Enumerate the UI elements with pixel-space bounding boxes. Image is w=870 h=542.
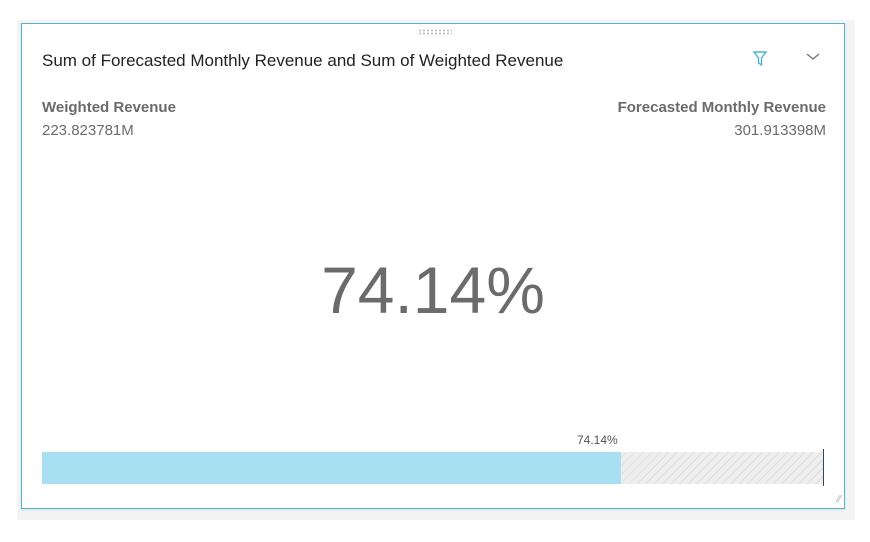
kpi-card: Sum of Forecasted Monthly Revenue and Su…	[21, 23, 845, 509]
progress-fill	[42, 452, 622, 484]
card-title: Sum of Forecasted Monthly Revenue and Su…	[42, 51, 564, 70]
drag-handle[interactable]	[418, 29, 452, 35]
weighted-revenue-label: Weighted Revenue	[42, 99, 176, 116]
target-marker	[823, 449, 824, 486]
forecasted-revenue-value: 301.913398M	[734, 122, 826, 139]
kpi-value: 74.14%	[321, 253, 545, 327]
forecasted-revenue-label: Forecasted Monthly Revenue	[617, 99, 826, 116]
chevron-down-icon[interactable]	[805, 50, 821, 64]
resize-handle-icon[interactable]: ⁄⁄	[837, 494, 841, 505]
filter-icon[interactable]	[752, 50, 768, 68]
progress-bar	[42, 452, 823, 484]
progress-label: 74.14%	[577, 433, 618, 447]
weighted-revenue-value: 223.823781M	[42, 122, 134, 139]
